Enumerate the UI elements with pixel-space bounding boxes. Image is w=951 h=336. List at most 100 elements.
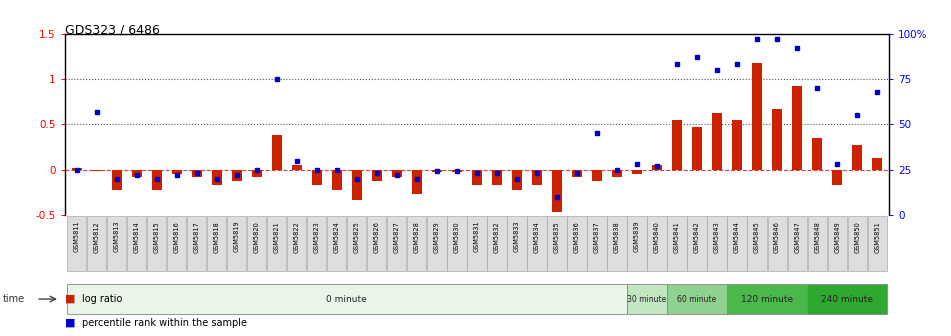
- Text: GSM5822: GSM5822: [294, 221, 300, 253]
- Text: GSM5812: GSM5812: [94, 221, 100, 252]
- FancyBboxPatch shape: [627, 284, 667, 314]
- FancyBboxPatch shape: [427, 216, 447, 271]
- Text: GSM5833: GSM5833: [514, 221, 520, 252]
- Text: GSM5820: GSM5820: [254, 221, 260, 253]
- Text: GSM5829: GSM5829: [434, 221, 440, 252]
- FancyBboxPatch shape: [747, 216, 767, 271]
- Bar: [792, 86, 802, 170]
- FancyBboxPatch shape: [127, 216, 146, 271]
- FancyBboxPatch shape: [407, 216, 426, 271]
- Bar: [552, 170, 562, 212]
- Bar: [812, 138, 823, 170]
- FancyBboxPatch shape: [227, 216, 246, 271]
- Bar: [832, 170, 843, 185]
- Bar: [312, 170, 321, 185]
- Bar: [712, 114, 722, 170]
- Bar: [472, 170, 482, 185]
- Bar: [432, 170, 442, 172]
- FancyBboxPatch shape: [107, 216, 126, 271]
- Bar: [292, 165, 301, 170]
- FancyBboxPatch shape: [847, 216, 866, 271]
- Text: GSM5811: GSM5811: [73, 221, 80, 252]
- FancyBboxPatch shape: [87, 216, 107, 271]
- FancyBboxPatch shape: [67, 284, 627, 314]
- FancyBboxPatch shape: [608, 216, 627, 271]
- Bar: [232, 170, 242, 180]
- Text: GSM5843: GSM5843: [714, 221, 720, 252]
- Bar: [732, 120, 742, 170]
- FancyBboxPatch shape: [207, 216, 226, 271]
- FancyBboxPatch shape: [367, 216, 386, 271]
- Text: GSM5832: GSM5832: [494, 221, 500, 252]
- FancyBboxPatch shape: [628, 216, 647, 271]
- Text: 240 minute: 240 minute: [821, 295, 873, 303]
- Bar: [152, 170, 162, 190]
- FancyBboxPatch shape: [568, 216, 587, 271]
- FancyBboxPatch shape: [548, 216, 567, 271]
- Bar: [372, 170, 382, 180]
- FancyBboxPatch shape: [787, 216, 806, 271]
- Bar: [492, 170, 502, 185]
- FancyBboxPatch shape: [167, 216, 186, 271]
- Text: GSM5824: GSM5824: [334, 221, 340, 253]
- Bar: [111, 170, 122, 190]
- Text: GSM5817: GSM5817: [194, 221, 200, 252]
- FancyBboxPatch shape: [467, 216, 487, 271]
- Bar: [652, 165, 662, 170]
- Bar: [532, 170, 542, 185]
- Bar: [772, 109, 782, 170]
- FancyBboxPatch shape: [528, 216, 547, 271]
- FancyBboxPatch shape: [447, 216, 467, 271]
- Text: GSM5845: GSM5845: [754, 221, 760, 253]
- FancyBboxPatch shape: [487, 216, 507, 271]
- Bar: [852, 145, 863, 170]
- Bar: [412, 170, 422, 194]
- Text: GSM5837: GSM5837: [594, 221, 600, 252]
- Bar: [71, 168, 82, 170]
- Text: GSM5851: GSM5851: [874, 221, 881, 252]
- Bar: [252, 170, 262, 177]
- Text: GSM5850: GSM5850: [854, 221, 860, 253]
- Text: GSM5825: GSM5825: [354, 221, 359, 253]
- FancyBboxPatch shape: [347, 216, 366, 271]
- FancyBboxPatch shape: [287, 216, 306, 271]
- FancyBboxPatch shape: [728, 216, 747, 271]
- Text: percentile rank within the sample: percentile rank within the sample: [82, 318, 247, 328]
- Text: GSM5838: GSM5838: [614, 221, 620, 252]
- Bar: [332, 170, 341, 190]
- FancyBboxPatch shape: [588, 216, 607, 271]
- Text: 60 minute: 60 minute: [677, 295, 717, 303]
- Bar: [172, 170, 182, 174]
- Text: GSM5831: GSM5831: [474, 221, 480, 252]
- Text: GSM5813: GSM5813: [114, 221, 120, 252]
- FancyBboxPatch shape: [728, 284, 807, 314]
- Text: GSM5821: GSM5821: [274, 221, 280, 252]
- FancyBboxPatch shape: [807, 216, 826, 271]
- Bar: [592, 170, 602, 180]
- FancyBboxPatch shape: [187, 216, 206, 271]
- FancyBboxPatch shape: [68, 216, 87, 271]
- Text: GSM5826: GSM5826: [374, 221, 379, 253]
- Text: time: time: [3, 294, 25, 304]
- Text: GSM5841: GSM5841: [674, 221, 680, 252]
- Bar: [612, 170, 622, 177]
- Bar: [632, 170, 642, 174]
- FancyBboxPatch shape: [667, 284, 728, 314]
- Text: GSM5849: GSM5849: [834, 221, 840, 252]
- Text: GSM5848: GSM5848: [814, 221, 820, 253]
- Bar: [212, 170, 222, 185]
- Text: 120 minute: 120 minute: [741, 295, 793, 303]
- Bar: [452, 170, 462, 172]
- FancyBboxPatch shape: [327, 216, 346, 271]
- Text: GSM5815: GSM5815: [154, 221, 160, 252]
- Text: ■: ■: [65, 318, 75, 328]
- Text: ■: ■: [65, 294, 75, 304]
- Text: GSM5846: GSM5846: [774, 221, 780, 253]
- FancyBboxPatch shape: [867, 216, 886, 271]
- Text: GSM5844: GSM5844: [734, 221, 740, 253]
- Text: GSM5814: GSM5814: [134, 221, 140, 252]
- Bar: [352, 170, 361, 200]
- Bar: [392, 170, 402, 177]
- Text: GSM5819: GSM5819: [234, 221, 240, 252]
- Text: GSM5835: GSM5835: [554, 221, 560, 252]
